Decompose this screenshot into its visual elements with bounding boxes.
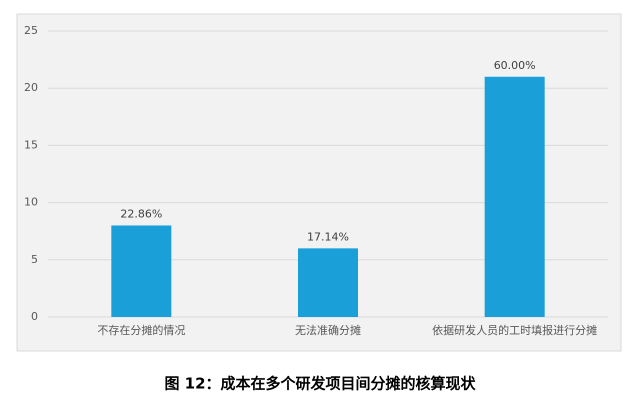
bar [298, 248, 358, 317]
bar [111, 225, 172, 317]
x-tick-label: 无法准确分摊 [295, 323, 361, 337]
y-tick-label: 20 [24, 81, 38, 94]
y-tick-label: 0 [31, 310, 38, 323]
y-tick-label: 25 [24, 24, 38, 37]
value-label: 17.14% [307, 230, 349, 243]
chart-caption: 图 12：成本在多个研发项目间分摊的核算现状 [164, 375, 476, 393]
value-label: 22.86% [120, 207, 162, 220]
bar [484, 76, 545, 317]
y-tick-label: 15 [24, 138, 38, 151]
y-tick-label: 10 [24, 196, 38, 209]
y-tick-label: 5 [31, 253, 38, 266]
x-tick-label: 依据研发人员的工时填报进行分摊 [432, 323, 597, 337]
value-label: 60.00% [494, 59, 536, 72]
x-tick-label: 不存在分摊的情况 [97, 323, 185, 337]
